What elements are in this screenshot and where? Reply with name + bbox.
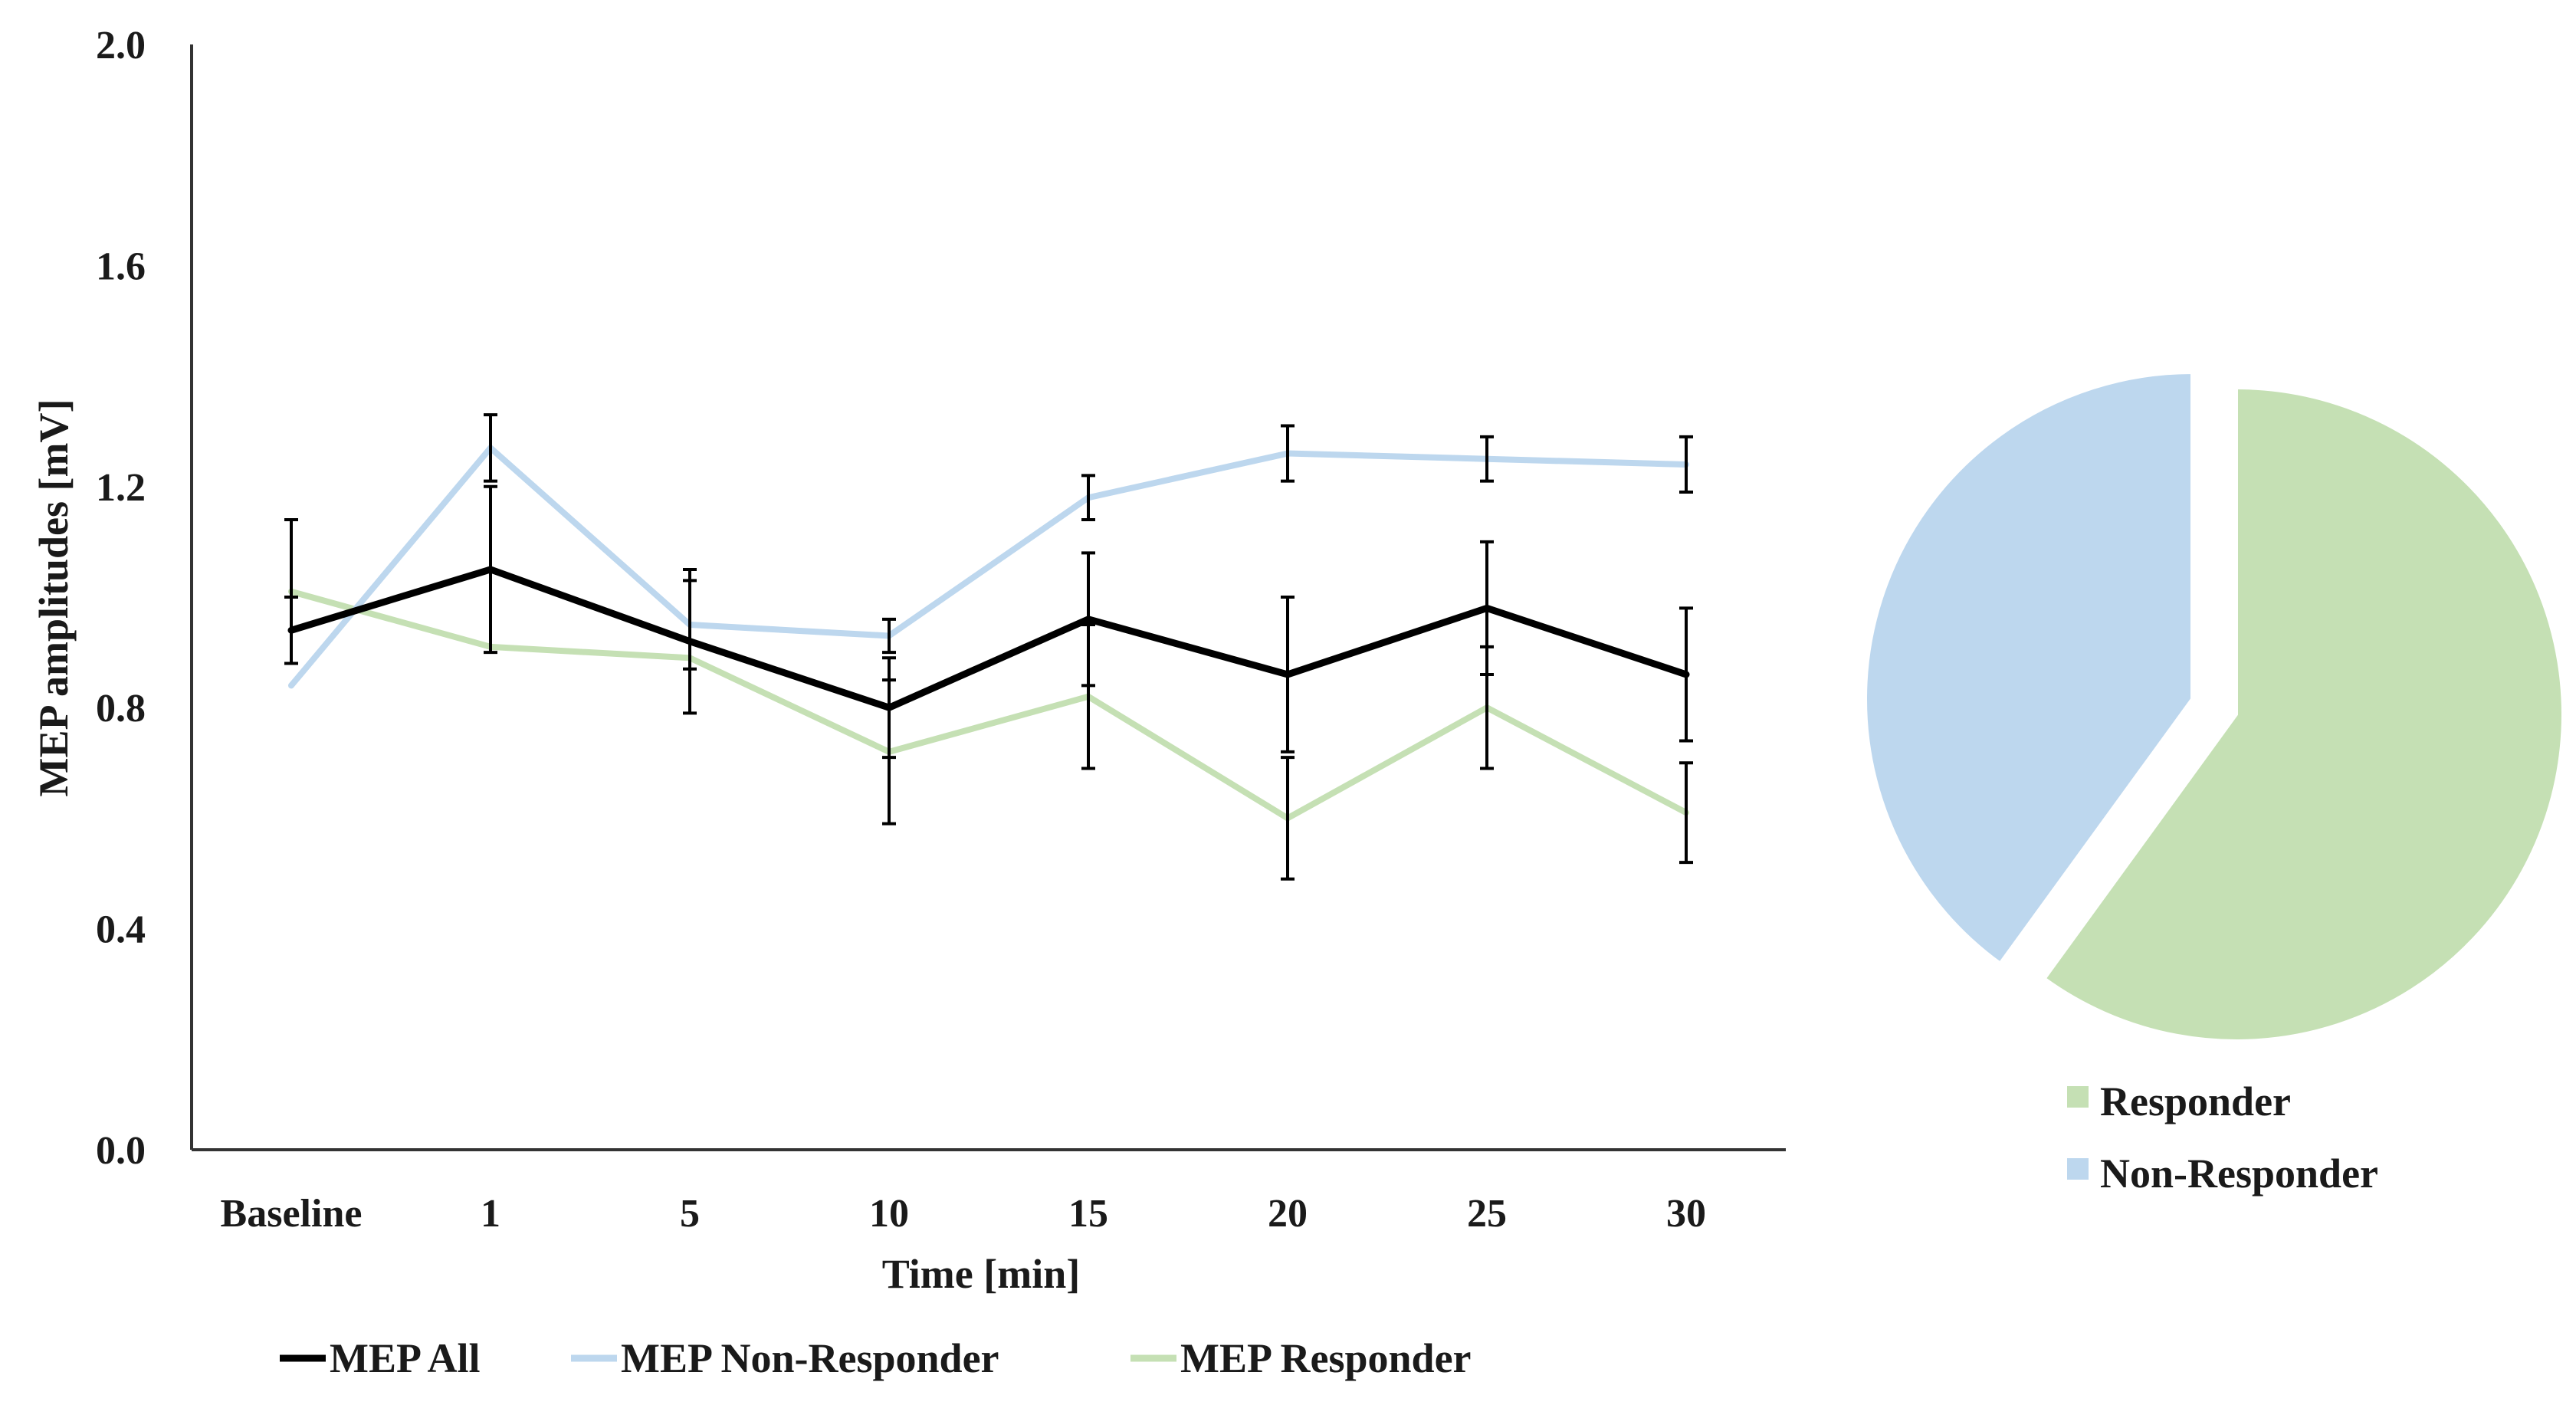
y-tick-label: 0.0 <box>96 1129 146 1173</box>
error-bar <box>1679 606 1693 743</box>
error-bars <box>284 413 1693 881</box>
x-tick-label: 15 <box>1068 1192 1108 1236</box>
pie-slice-non-responder <box>1864 370 2194 966</box>
error-bar <box>1281 596 1295 753</box>
legend-item: MEP All <box>280 1335 481 1381</box>
y-axis-title: MEP amplitudes [mV] <box>31 399 77 797</box>
x-tick-label: 10 <box>869 1192 909 1236</box>
error-bar <box>1081 474 1095 522</box>
x-tick-label: 20 <box>1268 1192 1308 1236</box>
legend-label: MEP Responder <box>1180 1335 1472 1381</box>
error-bar <box>882 617 896 655</box>
error-bar <box>1679 761 1693 865</box>
error-bar <box>484 484 497 655</box>
error-bar <box>1281 424 1295 483</box>
y-tick-label: 0.4 <box>96 908 146 952</box>
x-tick-label: 30 <box>1666 1192 1706 1236</box>
pie-chart: Responder Non-Responder <box>1864 370 2565 1197</box>
error-bar <box>1480 435 1494 483</box>
series-line-mep-responder <box>288 588 1689 822</box>
line-chart: 0.00.40.81.21.62.0 Baseline 1 5 10 15 20 25 30 … <box>31 24 1786 1381</box>
legend-item: MEP Responder <box>1130 1335 1472 1381</box>
error-bar <box>683 579 697 671</box>
error-bar <box>284 518 298 665</box>
x-axis-title: Time [min] <box>882 1251 1080 1297</box>
y-tick-label: 1.2 <box>96 466 146 510</box>
legend-item: Responder <box>2067 1078 2291 1124</box>
pie-slices <box>1864 370 2565 1042</box>
x-tick-label: 25 <box>1467 1192 1507 1236</box>
legend-item: MEP Non-Responder <box>571 1335 999 1381</box>
y-axis-ticks: 0.0 0.4 0.8 1.2 1.6 2.0 <box>96 24 146 1173</box>
legend-swatch <box>2067 1086 2089 1108</box>
y-tick-label: 1.6 <box>96 245 146 288</box>
x-tick-label: 1 <box>481 1192 500 1236</box>
legend-label: MEP All <box>330 1335 481 1381</box>
series-line-mep-all <box>287 566 1690 711</box>
y-tick-label: 0.8 <box>96 687 146 730</box>
error-bar <box>1679 435 1693 494</box>
error-bar <box>882 678 896 826</box>
error-bar <box>1480 645 1494 770</box>
y-tick-label: 2.0 <box>96 24 146 67</box>
error-bar <box>484 413 497 483</box>
legend-label: Responder <box>2100 1078 2291 1124</box>
series-lines <box>287 445 1690 822</box>
series-line-mep-non-responder <box>288 445 1689 689</box>
x-tick-label: 5 <box>680 1192 700 1236</box>
legend-swatch <box>2067 1158 2089 1180</box>
error-bar <box>1281 756 1295 881</box>
legend-label: MEP Non-Responder <box>621 1335 999 1381</box>
error-bar <box>1081 623 1095 770</box>
legend-item: Non-Responder <box>2067 1151 2378 1197</box>
x-tick-label: Baseline <box>221 1192 363 1236</box>
x-axis-ticks: Baseline 1 5 10 15 20 25 30 <box>221 1192 1706 1236</box>
line-chart-legend: MEP All MEP Non-Responder MEP Responder <box>280 1335 1472 1381</box>
pie-slice-responder <box>2042 386 2565 1042</box>
legend-label: Non-Responder <box>2100 1151 2378 1197</box>
pie-chart-legend: Responder Non-Responder <box>2067 1078 2378 1197</box>
